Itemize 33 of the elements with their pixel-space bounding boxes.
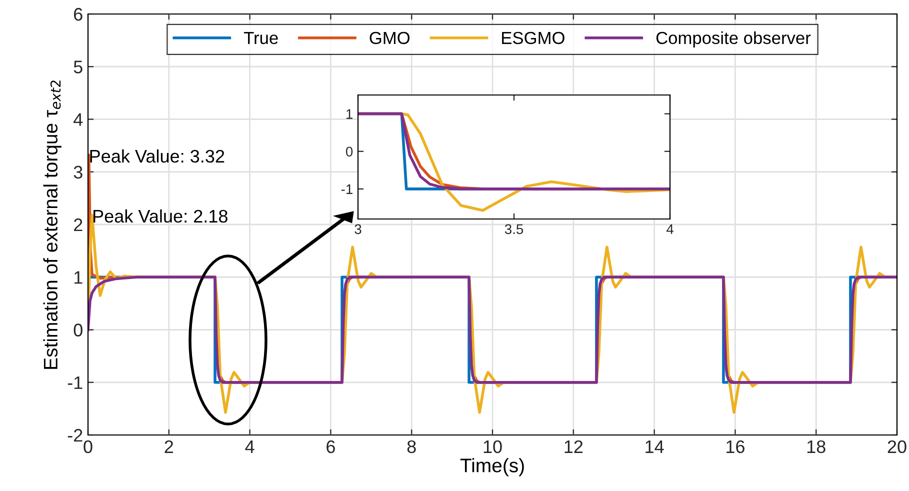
y-tick-label: 1: [346, 109, 352, 119]
x-tick-label: 0: [84, 440, 92, 454]
y-tick-label: 4: [74, 113, 83, 126]
x-tick-label: 3: [354, 224, 362, 234]
x-tick-label: 4: [245, 440, 254, 453]
y-tick-label: 0: [74, 324, 82, 336]
y-tick-label: 1: [74, 271, 82, 284]
x-tick-label: 14: [646, 440, 664, 453]
x-tick-label: 18: [807, 440, 826, 454]
legend-label: ESGMO: [502, 32, 564, 44]
annotation: Peak Value: 2.18: [94, 209, 228, 223]
y-axis-title: Estimation of external torque τ$_{ext2}$: [43, 80, 62, 369]
y-tick-label: -1: [68, 376, 82, 389]
legend-label: GMO: [370, 32, 410, 44]
y-tick-label: 6: [74, 8, 82, 21]
y-tick-label: -2: [68, 428, 82, 442]
x-tick-label: 3.5: [504, 224, 524, 234]
x-tick-label: 4: [666, 224, 674, 234]
y-tick-label: 5: [74, 60, 82, 74]
x-tick-label: 6: [326, 440, 335, 454]
x-tick-label: 20: [888, 440, 906, 454]
legend-label: Composite observer: [656, 31, 811, 48]
x-tick-label: 10: [484, 440, 502, 454]
x-tick-label: 12: [564, 440, 583, 453]
x-axis-title: Time(s): [460, 458, 524, 476]
legend-label: True: [244, 32, 278, 44]
x-tick-label: 2: [164, 440, 174, 453]
y-tick-label: -1: [341, 184, 352, 194]
annotation: Peak Value: 3.32: [90, 149, 224, 163]
x-tick-label: 16: [726, 440, 744, 454]
y-tick-label: 3: [74, 166, 82, 179]
x-tick-label: 8: [407, 440, 416, 454]
y-tick-label: 0: [346, 146, 353, 157]
